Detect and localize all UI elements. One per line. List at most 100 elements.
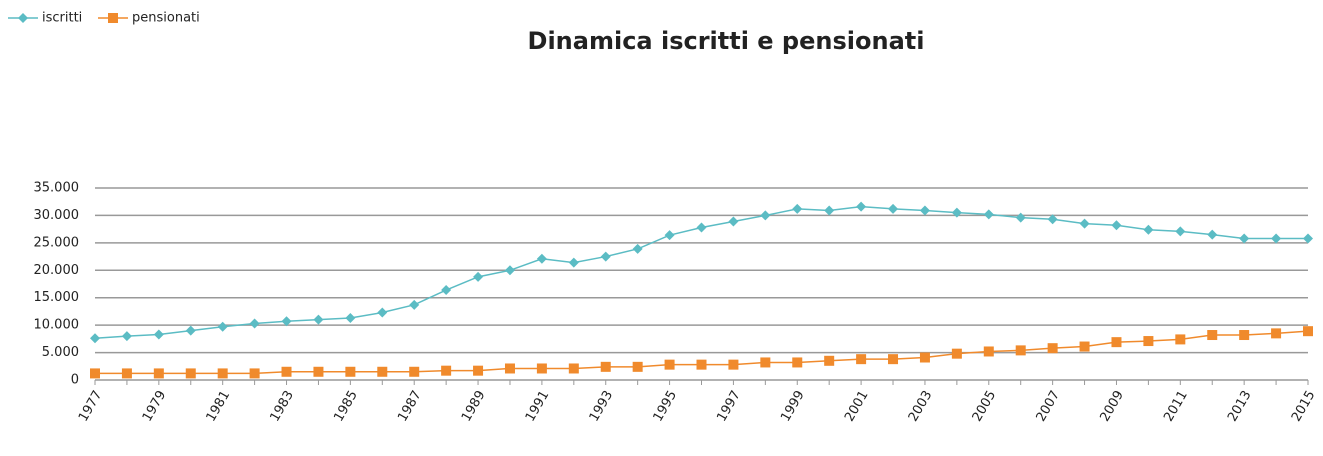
marker — [760, 210, 771, 221]
x-tick-label: 1983 — [267, 388, 297, 424]
marker — [1239, 233, 1250, 244]
marker — [600, 361, 611, 372]
marker — [90, 368, 100, 379]
marker — [473, 365, 484, 376]
marker — [1271, 233, 1282, 244]
marker — [728, 359, 739, 370]
marker — [632, 243, 643, 254]
marker — [345, 313, 356, 324]
marker — [888, 203, 899, 214]
marker — [313, 366, 324, 377]
x-tick-label: 1997 — [714, 388, 744, 424]
legend-label: iscritti — [42, 11, 82, 26]
y-tick-label: 5.000 — [42, 345, 79, 360]
y-tick-label: 10.000 — [34, 318, 80, 333]
x-tick-label: 1985 — [331, 388, 361, 424]
marker — [441, 365, 452, 376]
marker — [313, 314, 324, 325]
marker — [632, 361, 643, 372]
marker — [504, 265, 515, 276]
marker — [1111, 220, 1122, 231]
y-tick-label: 20.000 — [34, 263, 80, 278]
marker — [504, 363, 515, 374]
marker — [1303, 233, 1313, 244]
marker — [377, 366, 388, 377]
marker — [1143, 336, 1154, 347]
x-tick-label: 1979 — [140, 388, 170, 424]
marker — [185, 368, 196, 379]
marker — [824, 355, 835, 366]
marker — [1111, 337, 1122, 348]
marker — [983, 346, 994, 357]
marker — [983, 209, 994, 220]
marker — [888, 354, 899, 365]
marker — [217, 368, 228, 379]
marker — [1271, 328, 1282, 339]
marker — [281, 366, 292, 377]
marker — [664, 230, 675, 241]
marker — [90, 333, 100, 344]
x-tick-label: 2007 — [1034, 388, 1064, 424]
chart-title: Dinamica iscritti e pensionati — [528, 27, 925, 55]
marker — [409, 366, 420, 377]
marker — [1175, 226, 1186, 237]
marker — [1079, 341, 1090, 352]
marker — [728, 216, 739, 227]
x-tick-label: 1989 — [459, 388, 489, 424]
marker — [856, 201, 867, 212]
y-tick-label: 30.000 — [34, 208, 80, 223]
marker — [153, 368, 164, 379]
y-tick-label: 35.000 — [34, 181, 80, 196]
marker — [568, 363, 579, 374]
x-tick-label: 1977 — [76, 388, 106, 424]
x-tick-label: 1987 — [395, 388, 425, 424]
x-tick-label: 1981 — [204, 388, 234, 424]
legend-label: pensionati — [132, 11, 200, 26]
marker — [281, 316, 292, 327]
y-tick-label: 15.000 — [34, 290, 80, 305]
marker — [473, 271, 484, 282]
marker — [249, 318, 260, 329]
marker — [1207, 330, 1218, 341]
x-tick-label: 2011 — [1161, 388, 1191, 424]
x-tick-label: 2001 — [842, 388, 872, 424]
marker — [1015, 345, 1026, 356]
marker — [664, 359, 675, 370]
x-tick-label: 2015 — [1289, 388, 1319, 424]
marker — [1207, 229, 1218, 240]
marker — [919, 352, 930, 363]
x-tick-label: 2013 — [1225, 388, 1255, 424]
y-tick-label: 25.000 — [34, 235, 80, 250]
marker — [377, 307, 388, 318]
marker — [568, 257, 579, 268]
marker — [217, 321, 228, 332]
x-tick-label: 1991 — [523, 388, 553, 424]
x-tick-label: 1993 — [587, 388, 617, 424]
marker — [792, 203, 803, 214]
marker — [696, 222, 707, 233]
marker — [1079, 218, 1090, 229]
marker — [249, 368, 260, 379]
x-tick-label: 1999 — [778, 388, 808, 424]
marker — [792, 357, 803, 368]
marker — [856, 354, 867, 365]
y-tick-label: 0 — [71, 373, 79, 388]
marker — [345, 366, 356, 377]
x-tick-label: 2005 — [970, 388, 1000, 424]
marker — [121, 331, 132, 342]
marker — [409, 299, 420, 310]
marker — [121, 368, 132, 379]
marker — [1047, 343, 1058, 354]
marker — [1239, 330, 1250, 341]
legend-marker — [108, 13, 118, 23]
marker — [536, 253, 547, 264]
marker — [1143, 224, 1154, 235]
marker — [1047, 214, 1058, 225]
marker — [951, 348, 962, 359]
marker — [153, 329, 164, 340]
marker — [919, 205, 930, 216]
x-tick-label: 2009 — [1097, 388, 1127, 424]
x-tick-label: 1995 — [651, 388, 681, 424]
marker — [600, 251, 611, 262]
